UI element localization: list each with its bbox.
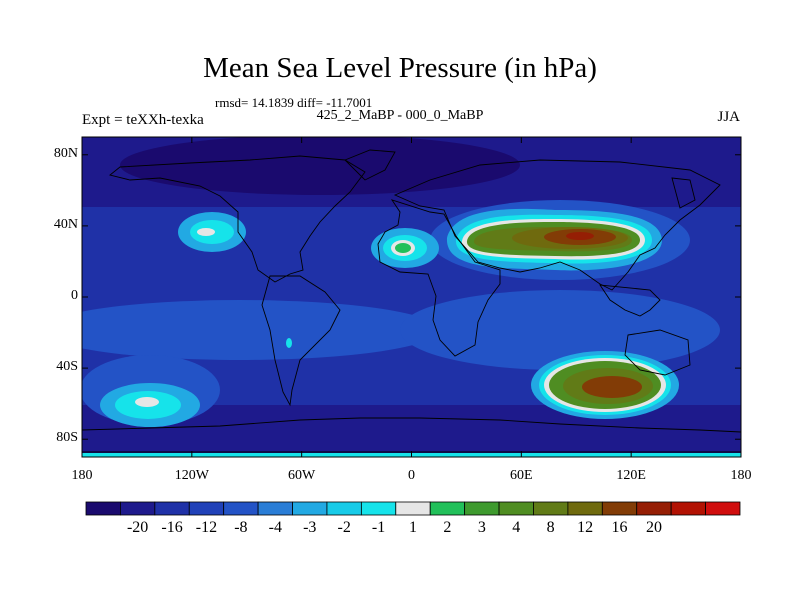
colorbar-swatch	[223, 501, 259, 516]
colorbar-level-label: -12	[195, 519, 218, 536]
y-tick-label: 40S	[56, 359, 78, 375]
arctic-low-core	[120, 137, 520, 195]
experiment-label: Expt = teXXh-texka	[82, 112, 204, 128]
colorbar-swatch	[292, 501, 328, 516]
colorbar-swatch	[395, 501, 431, 516]
y-tick-label: 80S	[56, 430, 78, 446]
colorbar-swatch	[498, 501, 534, 516]
colorbar-level-label: 16	[611, 519, 628, 536]
colorbar-level-label: -3	[303, 519, 317, 536]
colorbar-level-label: -20	[126, 519, 149, 536]
colorbar-level-label: 1	[409, 519, 417, 536]
x-tick-label: 180	[71, 468, 93, 483]
map-title: Mean Sea Level Pressure (in hPa)	[203, 52, 597, 84]
x-tick-label: 120W	[174, 468, 209, 483]
north-africa-high	[371, 228, 439, 268]
indian-ocean-band	[400, 290, 720, 370]
stats-text: rmsd= 14.1839 diff= -11.7001	[215, 95, 373, 110]
x-tick-label: 120E	[616, 468, 646, 483]
x-tick-label: 60W	[288, 468, 316, 483]
axis-ticks	[81, 137, 742, 457]
colorbar-level-label: 20	[645, 519, 662, 536]
colorbar-level-label: -4	[268, 519, 282, 536]
colorbar-level-label: -8	[234, 519, 248, 536]
colorbar-level-label: 3	[477, 519, 486, 536]
tropical-band	[82, 300, 440, 360]
colorbar-swatch	[601, 501, 638, 516]
x-tick-label: 0	[408, 468, 415, 483]
colorbar-swatch	[670, 501, 706, 516]
y-tick-label: 40N	[53, 216, 78, 232]
colorbar	[85, 501, 741, 516]
colorbar-swatch	[154, 501, 190, 516]
x-tick-label: 60E	[510, 468, 533, 483]
colorbar-level-label: 4	[512, 519, 521, 536]
colorbar-level-label: -1	[371, 519, 386, 536]
southern-indian-ocean-high	[531, 351, 679, 419]
colorbar-swatch	[705, 501, 741, 516]
colorbar-level-label: 2	[443, 519, 452, 536]
colorbar-level-label: 8	[546, 519, 555, 536]
asian-high	[446, 208, 662, 271]
colorbar-swatch	[636, 501, 672, 516]
colorbar-swatch	[120, 501, 156, 516]
x-tick-label: 180	[730, 468, 752, 483]
contour-field	[82, 137, 741, 457]
colorbar-swatch	[360, 501, 397, 516]
andes-spot	[286, 338, 292, 348]
colorbar-swatch	[533, 501, 569, 516]
colorbar-swatch	[85, 501, 121, 516]
north-pacific-anomaly	[178, 212, 246, 252]
y-tick-label: 80N	[53, 145, 78, 161]
colorbar-swatch	[464, 501, 500, 516]
colorbar-swatch	[257, 501, 293, 516]
subtitle: 425_2_MaBP - 000_0_MaBP	[316, 108, 484, 123]
colorbar-level-label: -2	[337, 519, 351, 536]
season-label: JJA	[717, 109, 740, 125]
colorbar-level-label: 12	[577, 519, 594, 536]
south-pacific-anomaly	[100, 383, 200, 427]
colorbar-swatch	[188, 501, 225, 516]
y-tick-label: 0	[71, 288, 78, 303]
colorbar-swatch	[429, 501, 466, 516]
colorbar-swatch	[567, 501, 603, 516]
colorbar-swatch	[326, 501, 362, 516]
colorbar-level-label: -16	[161, 519, 183, 536]
